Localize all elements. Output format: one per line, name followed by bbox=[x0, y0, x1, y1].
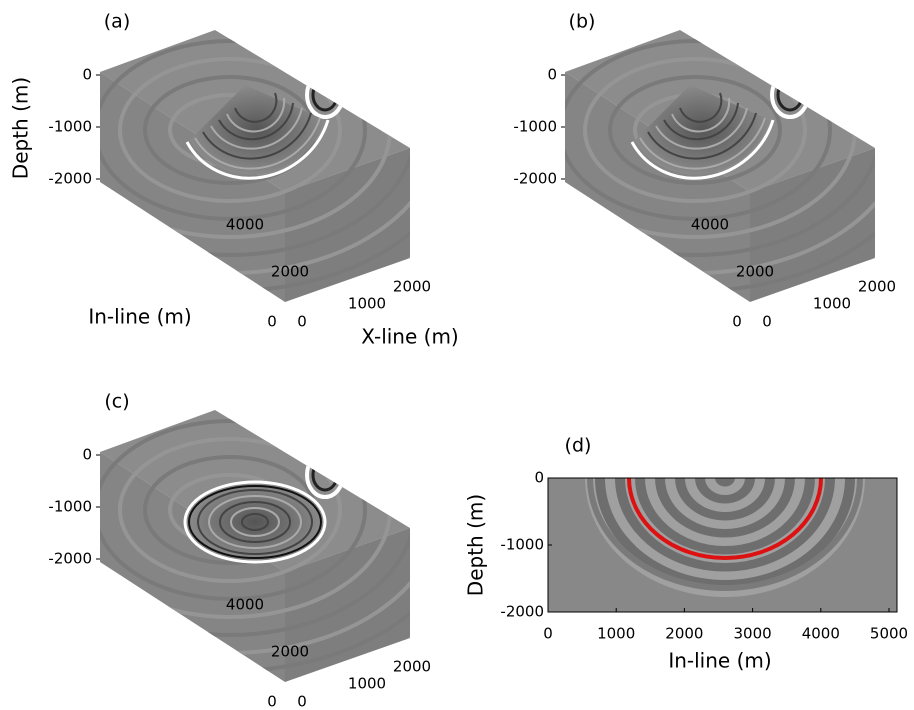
depth-tick-label: -1000 bbox=[48, 118, 92, 136]
depth-tick-label: -2000 bbox=[513, 170, 557, 188]
inline-tick-label: 4000 bbox=[226, 216, 264, 234]
xline-tick-label: 0 bbox=[297, 693, 307, 710]
axis-title: X-line (m) bbox=[361, 325, 458, 349]
panel-label: (c) bbox=[104, 391, 129, 413]
inline-tick-label: 0 bbox=[267, 693, 277, 710]
depth-tick-label: -2000 bbox=[48, 170, 92, 188]
x-tick-label: 4000 bbox=[802, 625, 840, 643]
block-panel: (a) 0 -1000 -2000 4000 2000 0 0 1000 2000 Depth (m… bbox=[0, 0, 490, 349]
inline-tick-label: 4000 bbox=[226, 596, 264, 614]
xline-tick-label: 0 bbox=[762, 313, 772, 331]
inline-tick-label: 2000 bbox=[736, 263, 774, 281]
block-panel: (b) 0 -1000 -2000 4000 2000 0 0 1000 2000 bbox=[435, 0, 914, 331]
axis-title: In-line (m) bbox=[88, 305, 191, 329]
depth-tick-label: 0 bbox=[547, 66, 557, 84]
axis-title: Depth (m) bbox=[9, 77, 33, 179]
y-tick-label: 0 bbox=[534, 469, 544, 487]
depth-tick-label: 0 bbox=[82, 446, 92, 464]
inline-tick-label: 0 bbox=[732, 313, 742, 331]
xline-tick-label: 2000 bbox=[858, 278, 896, 296]
x-tick-label: 1000 bbox=[597, 625, 635, 643]
figure: (a) 0 -1000 -2000 4000 2000 0 0 1000 2000 Depth (m… bbox=[0, 0, 914, 710]
xline-tick-label: 1000 bbox=[813, 295, 851, 313]
inline-tick-label: 0 bbox=[267, 313, 277, 331]
xline-tick-label: 1000 bbox=[348, 295, 386, 313]
depth-tick-label: -1000 bbox=[513, 118, 557, 136]
xline-tick-label: 2000 bbox=[393, 278, 431, 296]
xline-tick-label: 1000 bbox=[348, 675, 386, 693]
x-tick-label: 0 bbox=[543, 625, 553, 643]
inline-tick-label: 2000 bbox=[271, 643, 309, 661]
inline-tick-label: 2000 bbox=[271, 263, 309, 281]
x-tick-label: 5000 bbox=[870, 625, 908, 643]
panel-label: (b) bbox=[569, 11, 596, 33]
y-tick-label: -2000 bbox=[500, 603, 544, 621]
panel-label: (a) bbox=[104, 11, 130, 33]
depth-tick-label: 0 bbox=[82, 66, 92, 84]
block-panel: (c) 0 -1000 -2000 4000 2000 0 0 1000 2000 bbox=[0, 331, 490, 710]
depth-tick-label: -1000 bbox=[48, 498, 92, 516]
axis-title: In-line (m) bbox=[668, 649, 771, 673]
xline-tick-label: 2000 bbox=[393, 658, 431, 676]
xline-tick-label: 0 bbox=[297, 313, 307, 331]
inline-tick-label: 4000 bbox=[691, 216, 729, 234]
y-tick-label: -1000 bbox=[500, 536, 544, 554]
x-tick-label: 2000 bbox=[665, 625, 703, 643]
depth-tick-label: -2000 bbox=[48, 550, 92, 568]
panel-label: (d) bbox=[565, 435, 592, 457]
section-panel: (d) 0 1000 2000 3000 4000 5000 0 -1000 -2000 Depth… bbox=[464, 359, 909, 673]
x-tick-label: 3000 bbox=[734, 625, 772, 643]
axis-title: Depth (m) bbox=[464, 494, 488, 596]
